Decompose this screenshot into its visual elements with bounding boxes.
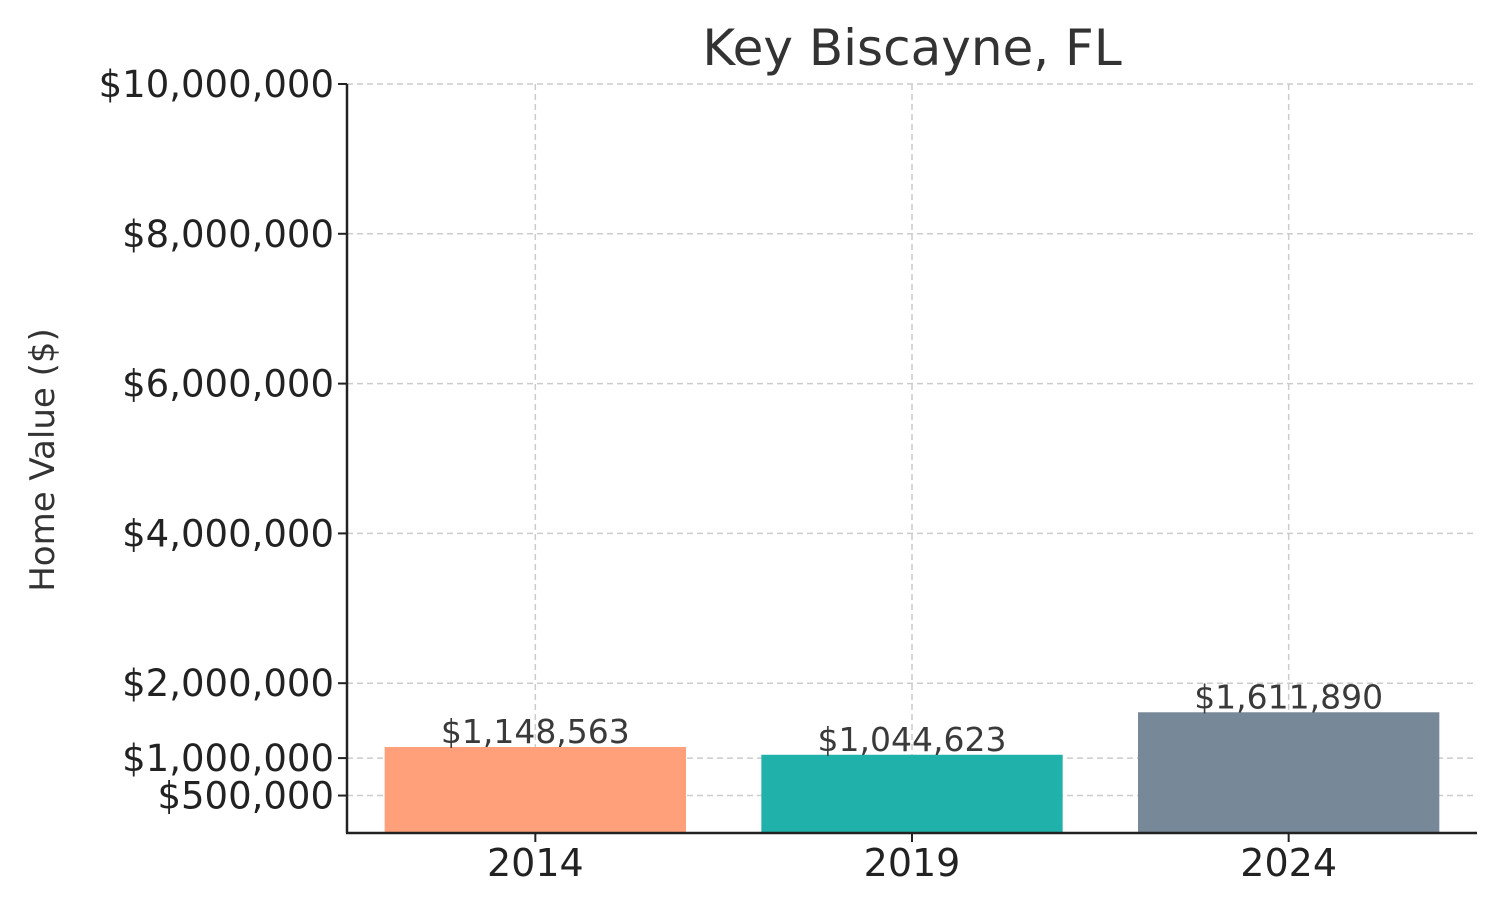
data-label-2019: $1,044,623 bbox=[818, 720, 1007, 759]
x-tick-label-2024: 2024 bbox=[1240, 841, 1337, 885]
bar-2014 bbox=[384, 746, 686, 833]
data-labels: $1,148,563 $1,044,623 $1,611,890 bbox=[441, 677, 1383, 758]
bar-2024 bbox=[1138, 712, 1440, 833]
tick-labels: $500,000$1,000,000 $2,000,000 $4,000,000 $6… bbox=[99, 63, 1337, 885]
bar-2019 bbox=[761, 754, 1063, 833]
data-label-2014: $1,148,563 bbox=[441, 712, 630, 751]
x-tick-label-2014: 2014 bbox=[487, 841, 584, 885]
y-tick-label: $6,000,000 bbox=[122, 363, 334, 406]
y-tick-label: $2,000,000 bbox=[122, 662, 334, 705]
y-tick-label: $500,000 bbox=[157, 775, 334, 818]
y-tick-label: $4,000,000 bbox=[122, 512, 334, 555]
data-label-2024: $1,611,890 bbox=[1194, 677, 1383, 716]
x-tick-label-2019: 2019 bbox=[864, 841, 961, 885]
y-axis-label: Home Value ($) bbox=[23, 328, 63, 592]
bars bbox=[384, 712, 1440, 833]
chart-title: Key Biscayne, FL bbox=[702, 19, 1122, 77]
y-tick-label: $8,000,000 bbox=[122, 213, 334, 256]
y-tick-label: $10,000,000 bbox=[99, 63, 334, 106]
y-tick-label: $1,000,000 bbox=[122, 737, 334, 780]
